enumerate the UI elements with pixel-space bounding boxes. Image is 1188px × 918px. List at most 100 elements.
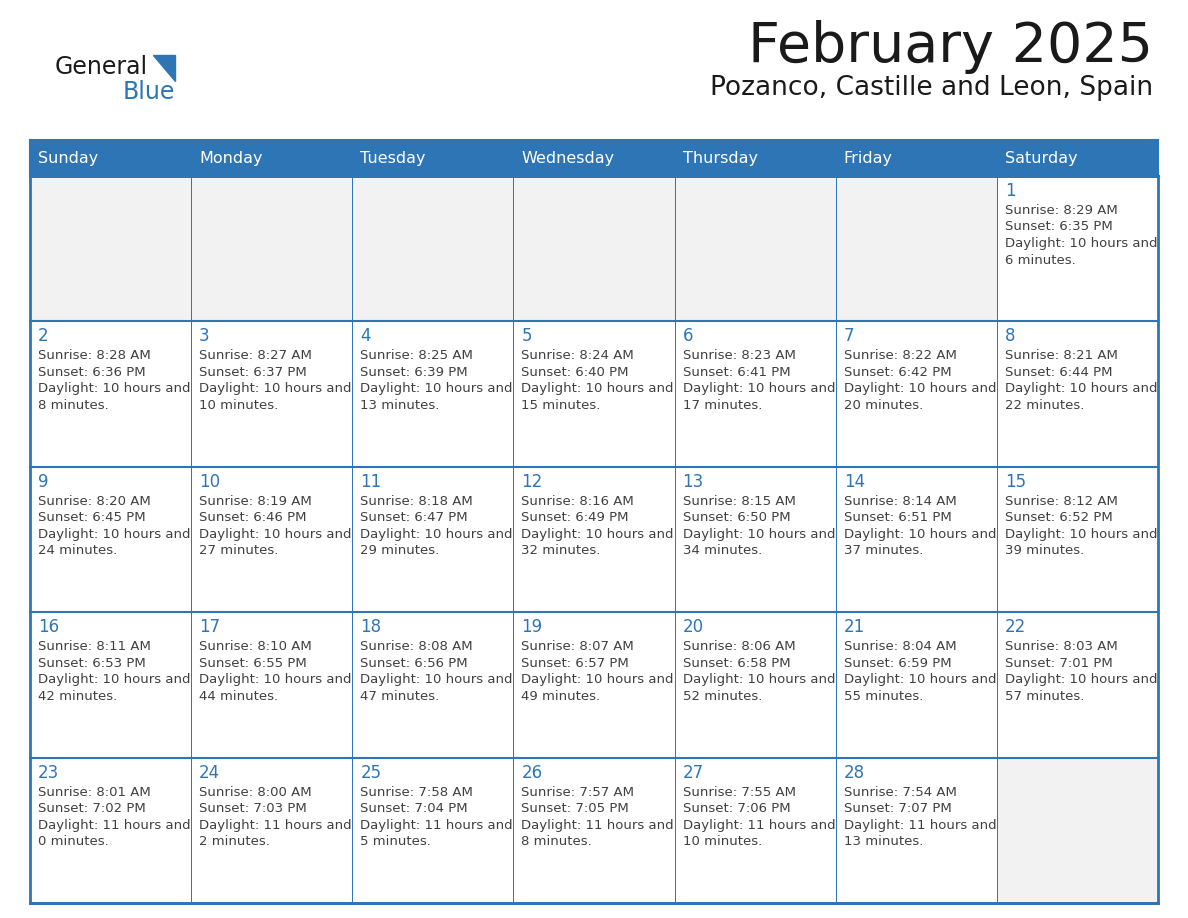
Bar — [30, 321, 191, 466]
Text: Sunrise: 8:25 AM: Sunrise: 8:25 AM — [360, 350, 473, 363]
Text: Sunset: 6:57 PM: Sunset: 6:57 PM — [522, 656, 630, 670]
Text: Sunrise: 8:14 AM: Sunrise: 8:14 AM — [843, 495, 956, 508]
Text: 17: 17 — [200, 618, 220, 636]
Text: Blue: Blue — [122, 80, 175, 104]
Text: 1: 1 — [1005, 182, 1016, 200]
Text: 13: 13 — [683, 473, 703, 491]
Text: Daylight: 10 hours and: Daylight: 10 hours and — [360, 673, 513, 686]
Text: Sunset: 6:37 PM: Sunset: 6:37 PM — [200, 366, 307, 379]
Text: Sunset: 6:56 PM: Sunset: 6:56 PM — [360, 656, 468, 670]
Bar — [353, 140, 513, 176]
Text: Daylight: 10 hours and: Daylight: 10 hours and — [683, 383, 835, 396]
Text: Daylight: 11 hours and: Daylight: 11 hours and — [683, 819, 835, 832]
Text: Sunset: 6:49 PM: Sunset: 6:49 PM — [522, 511, 628, 524]
Text: 15: 15 — [1005, 473, 1026, 491]
Text: 22: 22 — [1005, 618, 1026, 636]
Text: Daylight: 10 hours and: Daylight: 10 hours and — [360, 383, 513, 396]
Text: Sunset: 6:58 PM: Sunset: 6:58 PM — [683, 656, 790, 670]
Bar — [513, 466, 675, 612]
Text: Daylight: 10 hours and: Daylight: 10 hours and — [843, 528, 997, 541]
Text: 55 minutes.: 55 minutes. — [843, 689, 923, 702]
Bar — [835, 321, 997, 466]
Text: Sunset: 6:35 PM: Sunset: 6:35 PM — [1005, 220, 1113, 233]
Bar — [835, 466, 997, 612]
Text: 4: 4 — [360, 328, 371, 345]
Text: Daylight: 11 hours and: Daylight: 11 hours and — [38, 819, 190, 832]
Bar — [353, 176, 513, 321]
Text: 21: 21 — [843, 618, 865, 636]
Text: Sunrise: 8:11 AM: Sunrise: 8:11 AM — [38, 640, 151, 654]
Text: 10: 10 — [200, 473, 220, 491]
Text: Sunrise: 7:54 AM: Sunrise: 7:54 AM — [843, 786, 956, 799]
Bar — [30, 140, 1158, 176]
Bar — [191, 176, 353, 321]
Bar — [30, 612, 191, 757]
Bar — [997, 140, 1158, 176]
Text: 27: 27 — [683, 764, 703, 781]
Text: Monday: Monday — [200, 151, 263, 165]
Text: Sunrise: 8:08 AM: Sunrise: 8:08 AM — [360, 640, 473, 654]
Text: 15 minutes.: 15 minutes. — [522, 399, 601, 412]
Text: 13 minutes.: 13 minutes. — [360, 399, 440, 412]
Text: Sunset: 6:52 PM: Sunset: 6:52 PM — [1005, 511, 1113, 524]
Text: 9: 9 — [38, 473, 49, 491]
Text: 49 minutes.: 49 minutes. — [522, 689, 601, 702]
Text: Sunrise: 7:55 AM: Sunrise: 7:55 AM — [683, 786, 796, 799]
Text: Sunset: 6:55 PM: Sunset: 6:55 PM — [200, 656, 307, 670]
Text: 10 minutes.: 10 minutes. — [200, 399, 278, 412]
Text: Friday: Friday — [843, 151, 892, 165]
Text: 14: 14 — [843, 473, 865, 491]
Text: Sunrise: 8:21 AM: Sunrise: 8:21 AM — [1005, 350, 1118, 363]
Text: 37 minutes.: 37 minutes. — [843, 544, 923, 557]
Text: Sunrise: 8:20 AM: Sunrise: 8:20 AM — [38, 495, 151, 508]
Text: 2: 2 — [38, 328, 49, 345]
Text: 20: 20 — [683, 618, 703, 636]
Bar — [30, 757, 191, 903]
Text: Sunrise: 7:58 AM: Sunrise: 7:58 AM — [360, 786, 473, 799]
Text: Daylight: 10 hours and: Daylight: 10 hours and — [200, 383, 352, 396]
Text: 8 minutes.: 8 minutes. — [38, 399, 109, 412]
Text: February 2025: February 2025 — [748, 20, 1154, 74]
Text: 2 minutes.: 2 minutes. — [200, 835, 270, 848]
Bar — [191, 612, 353, 757]
Text: 17 minutes.: 17 minutes. — [683, 399, 762, 412]
Text: Sunset: 6:51 PM: Sunset: 6:51 PM — [843, 511, 952, 524]
Text: 19: 19 — [522, 618, 543, 636]
Text: Sunset: 7:02 PM: Sunset: 7:02 PM — [38, 802, 146, 815]
Text: Daylight: 10 hours and: Daylight: 10 hours and — [360, 528, 513, 541]
Text: 8: 8 — [1005, 328, 1016, 345]
Bar — [675, 612, 835, 757]
Text: Sunday: Sunday — [38, 151, 99, 165]
Text: Sunset: 6:46 PM: Sunset: 6:46 PM — [200, 511, 307, 524]
Text: 52 minutes.: 52 minutes. — [683, 689, 762, 702]
Text: 26: 26 — [522, 764, 543, 781]
Bar — [353, 757, 513, 903]
Bar — [191, 466, 353, 612]
Text: Daylight: 10 hours and: Daylight: 10 hours and — [522, 673, 674, 686]
Text: 3: 3 — [200, 328, 210, 345]
Text: Sunset: 7:05 PM: Sunset: 7:05 PM — [522, 802, 630, 815]
Text: Daylight: 10 hours and: Daylight: 10 hours and — [843, 383, 997, 396]
Text: Wednesday: Wednesday — [522, 151, 614, 165]
Text: Sunset: 6:44 PM: Sunset: 6:44 PM — [1005, 366, 1112, 379]
Text: 24 minutes.: 24 minutes. — [38, 544, 118, 557]
Text: 57 minutes.: 57 minutes. — [1005, 689, 1085, 702]
Text: Sunset: 6:50 PM: Sunset: 6:50 PM — [683, 511, 790, 524]
Bar — [675, 176, 835, 321]
Text: Sunrise: 8:10 AM: Sunrise: 8:10 AM — [200, 640, 312, 654]
Text: 18: 18 — [360, 618, 381, 636]
Text: Sunrise: 7:57 AM: Sunrise: 7:57 AM — [522, 786, 634, 799]
Text: Tuesday: Tuesday — [360, 151, 425, 165]
Text: Daylight: 10 hours and: Daylight: 10 hours and — [683, 673, 835, 686]
Text: 0 minutes.: 0 minutes. — [38, 835, 109, 848]
Text: 23: 23 — [38, 764, 59, 781]
Text: Daylight: 11 hours and: Daylight: 11 hours and — [522, 819, 674, 832]
Text: 47 minutes.: 47 minutes. — [360, 689, 440, 702]
Bar — [513, 321, 675, 466]
Text: Daylight: 10 hours and: Daylight: 10 hours and — [1005, 237, 1157, 250]
Text: 27 minutes.: 27 minutes. — [200, 544, 278, 557]
Text: Daylight: 10 hours and: Daylight: 10 hours and — [38, 383, 190, 396]
Bar — [835, 140, 997, 176]
Text: 20 minutes.: 20 minutes. — [843, 399, 923, 412]
Text: 34 minutes.: 34 minutes. — [683, 544, 762, 557]
